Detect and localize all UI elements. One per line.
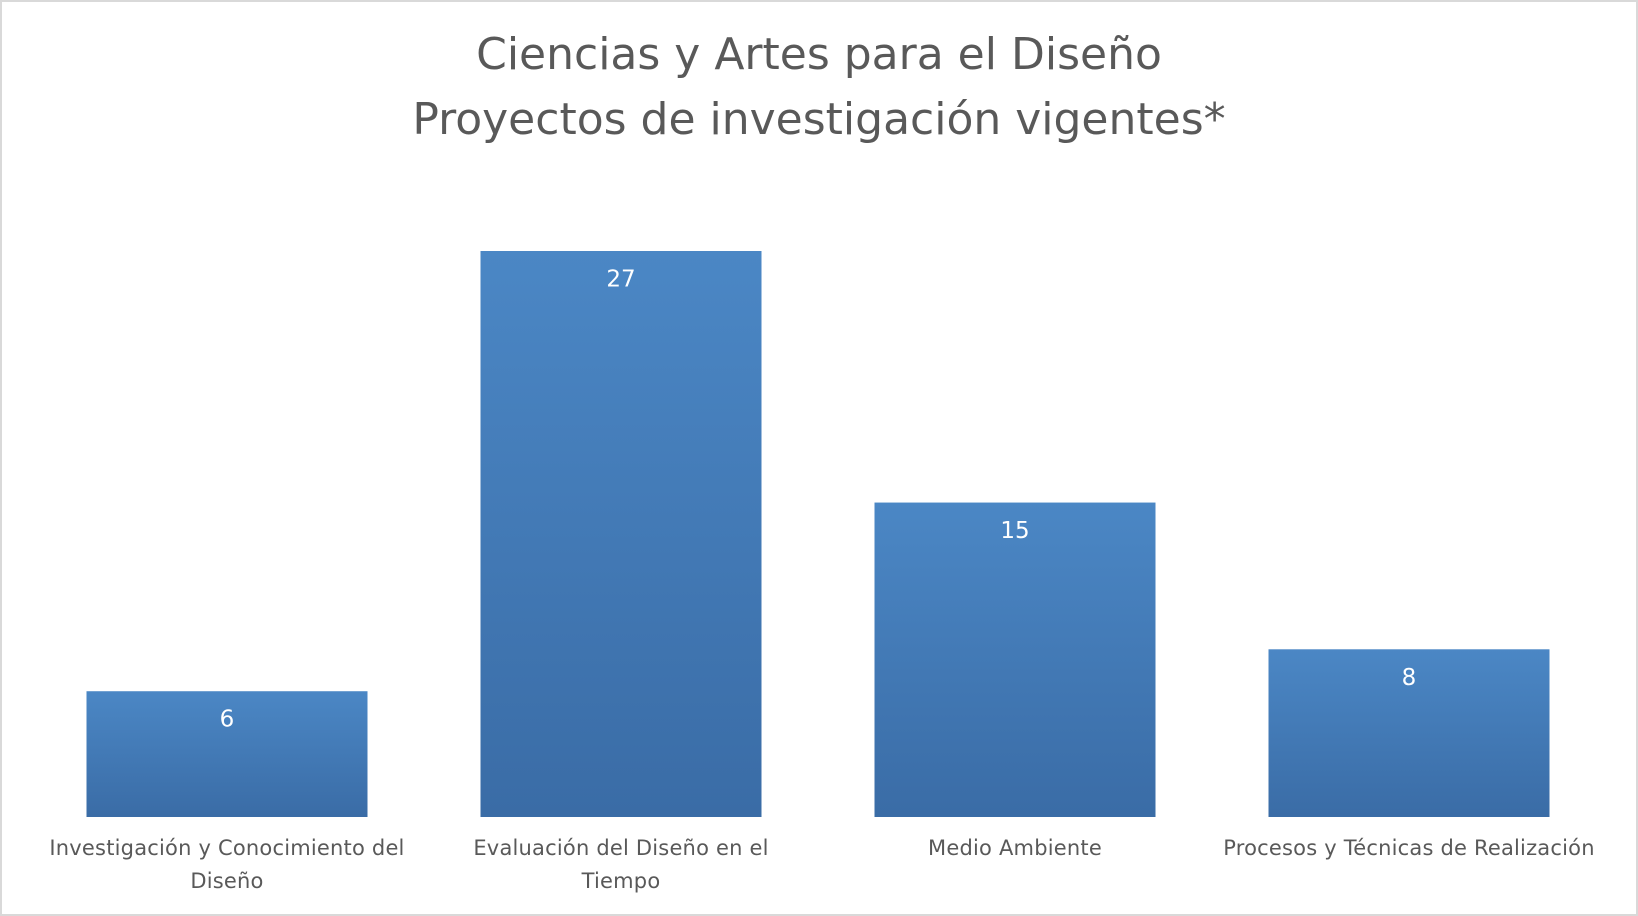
bar [480,251,762,817]
x-tick-label: Procesos y Técnicas de Realización [1223,836,1595,860]
bar [874,502,1156,817]
x-tick-label: Evaluación del Diseño en el Tiempo [473,836,769,893]
chart-title: Ciencias y Artes para el Diseño [476,29,1162,80]
chart-subtitle: Proyectos de investigación vigentes* [412,94,1225,145]
data-label: 27 [606,267,635,293]
x-tick-label: Investigación y Conocimiento del Diseño [49,836,405,893]
bar [1268,649,1550,817]
data-label: 15 [1000,518,1029,544]
data-label: 6 [220,707,235,733]
data-label: 8 [1402,665,1417,691]
x-tick-label: Medio Ambiente [928,836,1102,860]
bar [86,691,368,817]
